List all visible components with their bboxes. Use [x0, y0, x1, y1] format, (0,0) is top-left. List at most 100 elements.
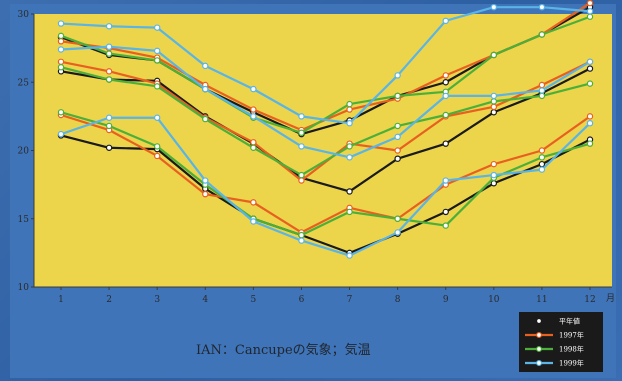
data-point [153, 152, 161, 160]
x-tick-label: 6 [299, 295, 305, 305]
y-tick-label: 10 [18, 283, 30, 293]
x-tick-label: 4 [202, 295, 208, 305]
x-tick-label: 11 [536, 295, 547, 305]
data-point [346, 188, 353, 195]
data-point [346, 100, 353, 108]
data-point [298, 237, 305, 244]
data-point [346, 119, 353, 127]
series-line [60, 45, 591, 159]
data-point [442, 177, 449, 184]
y-tick-label: 30 [18, 10, 30, 20]
data-point [298, 129, 305, 136]
y-tick-label: 25 [18, 78, 30, 88]
data-point [153, 47, 161, 55]
x-tick-label: 10 [488, 295, 500, 305]
data-point [442, 72, 449, 79]
data-point [394, 122, 401, 130]
data-point [153, 57, 161, 64]
data-point [490, 98, 498, 105]
data-point [153, 114, 161, 121]
data-point [586, 119, 594, 127]
data-point [586, 58, 594, 65]
data-point [538, 166, 546, 173]
data-point [394, 155, 401, 162]
data-point [250, 113, 257, 120]
y-tick-label: 15 [18, 215, 30, 225]
data-point [394, 147, 401, 154]
data-point [490, 51, 498, 59]
legend-swatch-marker [536, 346, 542, 352]
series-line [60, 6, 591, 125]
data-point [490, 160, 498, 168]
data-point [298, 177, 305, 184]
data-point [394, 92, 401, 100]
data-point [538, 154, 546, 161]
data-point [490, 92, 498, 100]
data-point [538, 81, 546, 89]
data-point [250, 85, 257, 93]
data-point [105, 144, 113, 151]
data-point [57, 46, 65, 53]
data-point [105, 114, 113, 121]
legend-label: 1997年 [559, 331, 584, 340]
data-point [394, 72, 401, 79]
data-point [250, 139, 257, 146]
data-point [105, 23, 113, 30]
legend: 平年値 1997年 1998年 1999年 [519, 312, 603, 372]
data-point [57, 58, 65, 65]
x-tick-label: 7 [347, 295, 353, 305]
legend-swatch-marker [536, 360, 542, 366]
data-point [202, 62, 209, 70]
data-point [586, 140, 594, 147]
data-point [346, 143, 353, 150]
data-point [586, 0, 594, 7]
legend-label: 平年値 [559, 317, 580, 326]
data-point [538, 147, 546, 154]
data-point [57, 109, 65, 116]
data-point [57, 20, 65, 27]
data-point [346, 154, 353, 161]
y-tick-label: 20 [18, 147, 30, 157]
data-point [538, 92, 546, 100]
data-point [57, 64, 65, 71]
data-point [202, 177, 209, 184]
series-mean [57, 64, 594, 179]
data-point [298, 113, 305, 120]
chart-caption: IAN：Cancupeの気象；気温 [196, 342, 371, 358]
x-tick-label: 9 [443, 295, 449, 305]
series-line [60, 60, 591, 182]
data-point [105, 43, 113, 50]
data-point [490, 109, 498, 116]
data-point [250, 106, 257, 113]
series-line [60, 66, 591, 177]
legend-label: 1998年 [559, 345, 584, 354]
data-point [250, 218, 257, 225]
legend-swatch-marker [536, 332, 542, 338]
data-point [394, 133, 401, 141]
data-point [105, 68, 113, 75]
data-point [298, 143, 305, 150]
data-point [105, 122, 113, 130]
data-point [298, 171, 305, 179]
data-point [346, 208, 353, 216]
data-point [586, 113, 594, 120]
data-point [346, 106, 353, 113]
data-point [538, 31, 546, 38]
x-axis-unit-label: 月 [606, 293, 615, 304]
data-point [57, 32, 65, 40]
data-point [442, 79, 449, 86]
x-tick-label: 2 [106, 295, 112, 305]
data-point [490, 3, 498, 11]
data-point [153, 24, 161, 31]
data-point [490, 171, 498, 179]
data-point [250, 199, 257, 206]
x-tick-label: 1 [58, 295, 64, 305]
legend-swatch-marker [536, 318, 542, 324]
x-tick-label: 3 [154, 295, 160, 305]
data-point [57, 130, 65, 138]
data-point [202, 115, 209, 123]
data-point [538, 3, 546, 11]
data-point [394, 229, 401, 236]
series-line [60, 134, 591, 254]
